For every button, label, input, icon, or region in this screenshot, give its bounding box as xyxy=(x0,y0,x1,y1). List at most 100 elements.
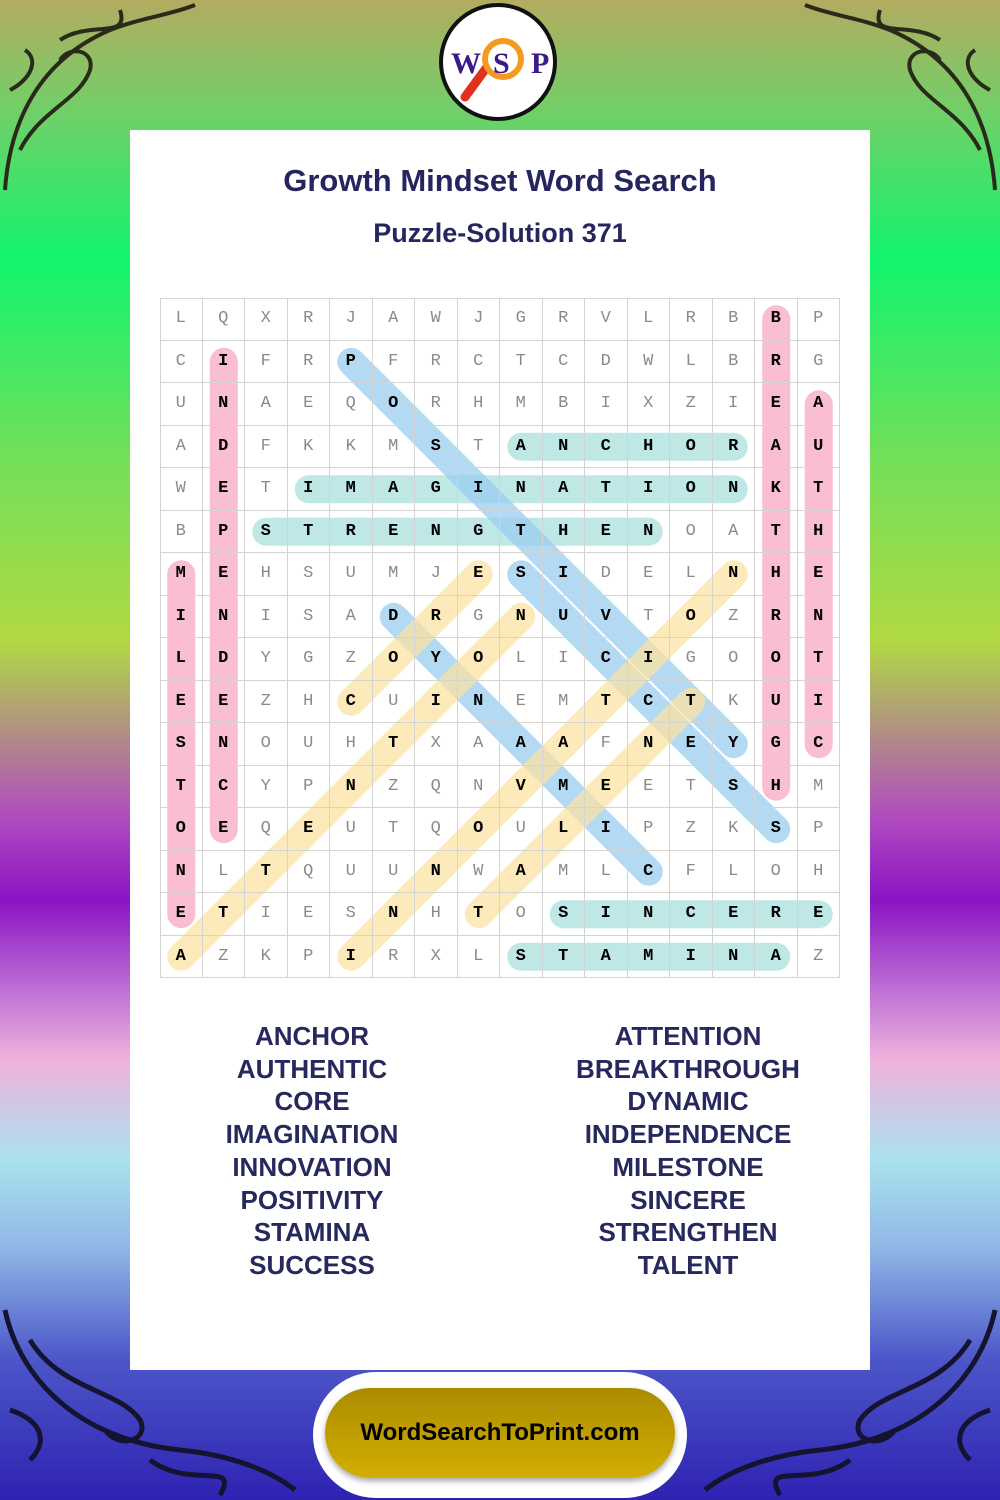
grid-cell: A xyxy=(542,468,585,511)
grid-cell: A xyxy=(457,723,500,766)
grid-cell: P xyxy=(287,765,330,808)
grid-cell: P xyxy=(202,510,245,553)
grid-cell: K xyxy=(330,425,373,468)
word-item: BREAKTHROUGH xyxy=(576,1053,800,1084)
grid-cell: Z xyxy=(670,808,713,851)
grid-cell: O xyxy=(500,893,543,936)
grid-cell: R xyxy=(415,340,458,383)
grid-cell: L xyxy=(670,553,713,596)
grid-cell: I xyxy=(202,340,245,383)
grid-cell: N xyxy=(160,850,203,893)
grid-cell: P xyxy=(330,340,373,383)
grid-cell: C xyxy=(160,340,203,383)
grid-cell: L xyxy=(627,298,670,341)
grid-cell: E xyxy=(627,553,670,596)
grid-cell: H xyxy=(457,383,500,426)
grid-cell: I xyxy=(585,383,628,426)
highlight-core xyxy=(337,560,493,716)
grid-cell: H xyxy=(542,510,585,553)
word-item: DYNAMIC xyxy=(627,1086,749,1117)
grid-cell: H xyxy=(330,723,373,766)
grid-cell: G xyxy=(287,638,330,681)
grid-cell: D xyxy=(585,340,628,383)
grid-cell: L xyxy=(712,850,755,893)
grid-cell: N xyxy=(712,935,755,978)
grid-cell: T xyxy=(542,935,585,978)
grid-cell: C xyxy=(627,850,670,893)
website-link-button[interactable]: WordSearchToPrint.com xyxy=(325,1388,675,1478)
grid-cell: U xyxy=(287,723,330,766)
grid-cell: P xyxy=(797,298,840,341)
grid-cell: W xyxy=(627,340,670,383)
word-item: TALENT xyxy=(637,1249,739,1280)
grid-cell: E xyxy=(202,808,245,851)
grid-cell: N xyxy=(712,468,755,511)
grid-cell: S xyxy=(500,553,543,596)
grid-cell: H xyxy=(245,553,288,596)
grid-cell: P xyxy=(627,808,670,851)
grid-cell: L xyxy=(202,850,245,893)
grid-cell: T xyxy=(245,468,288,511)
grid-cell: E xyxy=(372,510,415,553)
grid-cell: G xyxy=(500,298,543,341)
grid-cell: U xyxy=(542,595,585,638)
grid-cell: N xyxy=(202,723,245,766)
grid-cell: T xyxy=(797,638,840,681)
grid-cell: O xyxy=(670,468,713,511)
grid-cell: T xyxy=(372,808,415,851)
grid-cell: A xyxy=(500,425,543,468)
grid-cell: L xyxy=(457,935,500,978)
grid-cell: E xyxy=(287,893,330,936)
grid-cell: T xyxy=(202,893,245,936)
grid-cell: G xyxy=(457,595,500,638)
logo: W S P xyxy=(439,3,557,121)
grid-cell: A xyxy=(712,510,755,553)
grid-cell: R xyxy=(712,425,755,468)
grid-cell: O xyxy=(670,510,713,553)
grid-cell: N xyxy=(797,595,840,638)
grid-cell: U xyxy=(330,553,373,596)
grid-cell: M xyxy=(330,468,373,511)
grid-cell: A xyxy=(500,850,543,893)
grid-cell: O xyxy=(457,808,500,851)
grid-cell: Q xyxy=(287,850,330,893)
grid-cell: E xyxy=(202,468,245,511)
grid-cell: W xyxy=(415,298,458,341)
grid-cell: B xyxy=(712,298,755,341)
grid-cell: C xyxy=(202,765,245,808)
grid-cell: T xyxy=(755,510,798,553)
grid-cell: C xyxy=(585,638,628,681)
grid-cell: N xyxy=(542,425,585,468)
logo-letter-p: P xyxy=(531,47,550,80)
grid-cell: I xyxy=(797,680,840,723)
grid-cell: S xyxy=(500,935,543,978)
grid-cell: O xyxy=(670,425,713,468)
grid-cell: O xyxy=(372,638,415,681)
word-item: SINCERE xyxy=(630,1184,746,1215)
grid-cell: D xyxy=(202,638,245,681)
grid-cell: O xyxy=(670,595,713,638)
grid-cell: J xyxy=(457,298,500,341)
word-item: ATTENTION xyxy=(614,1021,762,1051)
grid-cell: Y xyxy=(712,723,755,766)
grid-cell: H xyxy=(797,850,840,893)
grid-cell: E xyxy=(670,723,713,766)
grid-cell: B xyxy=(160,510,203,553)
grid-cell: N xyxy=(202,383,245,426)
grid-cell: I xyxy=(670,935,713,978)
grid-cell: H xyxy=(755,765,798,808)
highlight-success xyxy=(507,560,791,844)
grid-cell: I xyxy=(627,468,670,511)
grid-cell: T xyxy=(287,510,330,553)
grid-cell: U xyxy=(500,808,543,851)
grid-cell: Y xyxy=(245,638,288,681)
grid-cell: A xyxy=(755,425,798,468)
grid-cell: M xyxy=(627,935,670,978)
grid-cell: N xyxy=(372,893,415,936)
grid-cell: S xyxy=(287,595,330,638)
grid-cell: N xyxy=(712,553,755,596)
grid-cell: M xyxy=(372,553,415,596)
grid-cell: A xyxy=(372,468,415,511)
grid-cell: E xyxy=(627,765,670,808)
grid-cell: I xyxy=(287,468,330,511)
